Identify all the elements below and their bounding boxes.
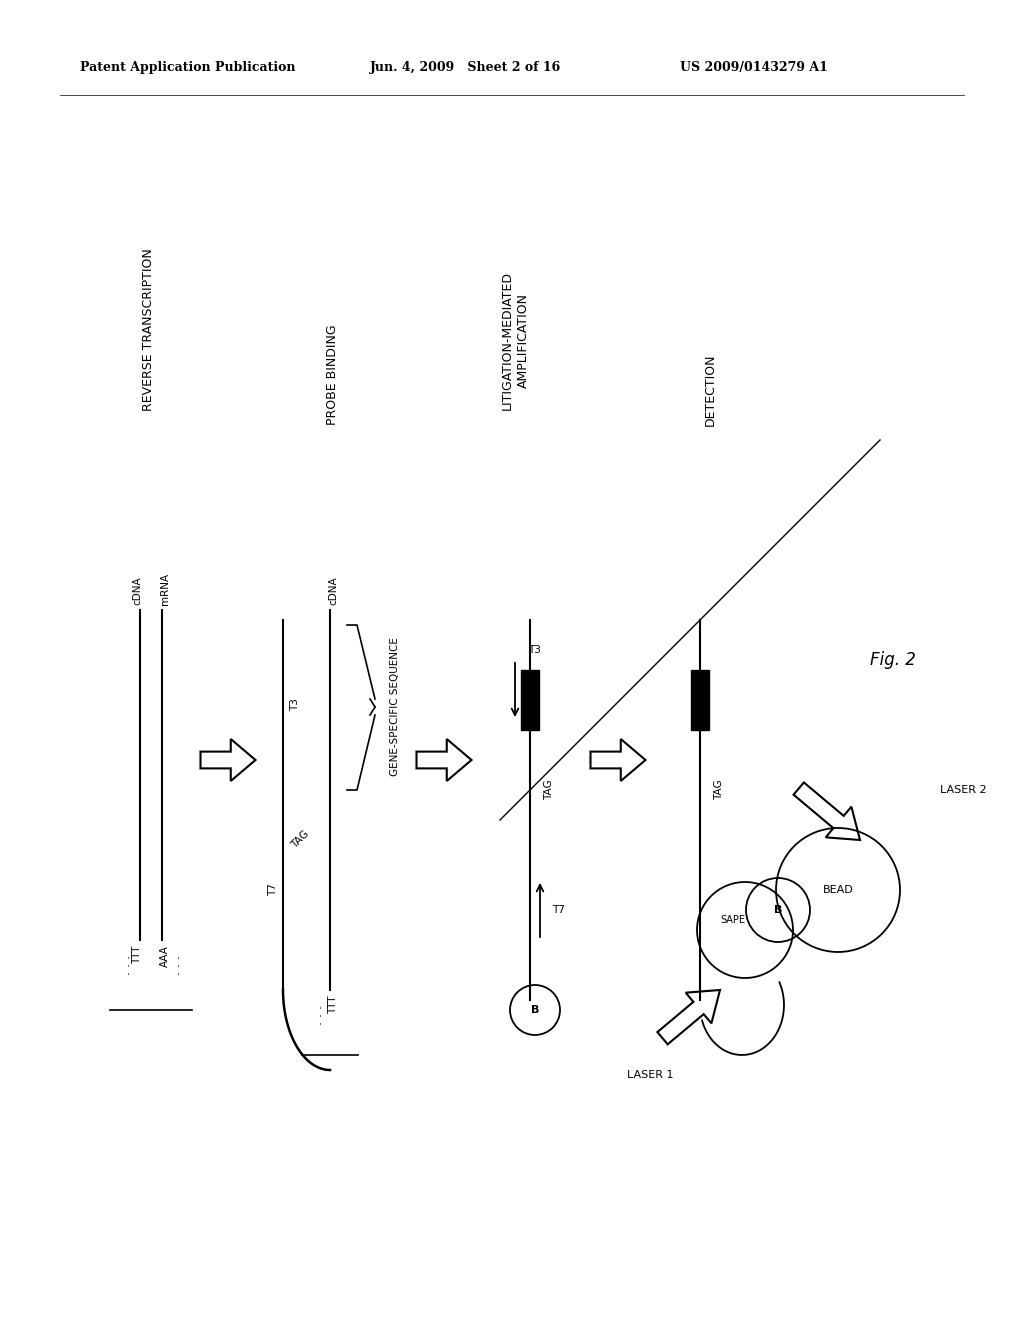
- Text: AAA: AAA: [160, 945, 170, 966]
- Text: BEAD: BEAD: [822, 884, 853, 895]
- Bar: [691, 671, 709, 730]
- Text: T7: T7: [268, 883, 278, 896]
- Text: TTT: TTT: [328, 995, 338, 1014]
- Text: REVERSE TRANSCRIPTION: REVERSE TRANSCRIPTION: [141, 248, 155, 412]
- Text: LITIGATION-MEDIATED
AMPLIFICATION: LITIGATION-MEDIATED AMPLIFICATION: [501, 271, 529, 409]
- Text: PROBE BINDING: PROBE BINDING: [326, 325, 339, 425]
- Text: T3: T3: [290, 698, 300, 711]
- Text: GENE-SPECIFIC SEQUENCE: GENE-SPECIFIC SEQUENCE: [390, 638, 400, 776]
- Text: DETECTION: DETECTION: [703, 354, 717, 426]
- Text: mRNA: mRNA: [160, 573, 170, 605]
- Text: . . .: . . .: [120, 954, 132, 975]
- Text: TTT: TTT: [132, 945, 142, 964]
- Text: Jun. 4, 2009   Sheet 2 of 16: Jun. 4, 2009 Sheet 2 of 16: [370, 62, 561, 74]
- Text: cDNA: cDNA: [328, 577, 338, 605]
- Text: Patent Application Publication: Patent Application Publication: [80, 62, 296, 74]
- Text: TAG: TAG: [544, 780, 554, 800]
- Bar: [521, 671, 539, 730]
- Text: LASER 1: LASER 1: [627, 1071, 673, 1080]
- Text: B: B: [530, 1005, 540, 1015]
- Text: US 2009/0143279 A1: US 2009/0143279 A1: [680, 62, 827, 74]
- Text: LASER 2: LASER 2: [940, 785, 987, 795]
- Text: TAG: TAG: [714, 780, 724, 800]
- Text: . . .: . . .: [170, 954, 182, 975]
- Text: B: B: [774, 906, 782, 915]
- Text: TAG: TAG: [289, 829, 311, 851]
- Text: T3: T3: [528, 645, 541, 655]
- Text: . . .: . . .: [311, 1005, 325, 1026]
- Text: Fig. 2: Fig. 2: [870, 651, 915, 669]
- Text: cDNA: cDNA: [132, 577, 142, 605]
- Text: SAPE: SAPE: [721, 915, 745, 925]
- Text: T7: T7: [552, 906, 565, 915]
